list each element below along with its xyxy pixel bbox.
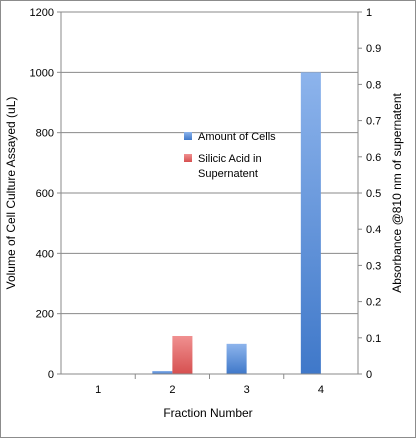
x-tick-label: 4 — [318, 384, 324, 396]
y-tick-label: 600 — [36, 188, 54, 200]
y2-tick-label: 0.8 — [366, 79, 381, 91]
y2-tick-label: 0.9 — [366, 43, 381, 55]
y2-tick-label: 0.1 — [366, 333, 381, 345]
y2-tick-label: 0.6 — [366, 152, 381, 164]
y-tick-label: 1000 — [30, 67, 54, 79]
x-tick-label: 3 — [244, 384, 250, 396]
y2-tick-label: 0.3 — [366, 260, 381, 272]
legend-label: Supernatent — [198, 168, 258, 180]
x-tick-label: 2 — [169, 384, 175, 396]
legend: Amount of Cells Silicic Acid in Supernaten… — [184, 131, 276, 180]
y-tick-label: 800 — [36, 128, 54, 140]
y-tick-label: 0 — [48, 369, 54, 381]
y2-axis-label: Absorbance @810 nm of supernatent — [390, 93, 404, 293]
bar-amount-of-cells — [226, 343, 247, 374]
y-axis-label: Volume of Cell Culture Assayed (uL) — [4, 97, 18, 290]
bar-silicic-acid — [172, 335, 193, 374]
y-tick-label: 400 — [36, 248, 54, 260]
y2-tick-label: 0.5 — [366, 188, 381, 200]
y2-tick-label: 0.4 — [366, 224, 381, 236]
y2-tick-label: 1 — [366, 7, 372, 19]
y2-tick-label: 0 — [366, 369, 372, 381]
y-tick-label: 200 — [36, 309, 54, 321]
legend-label: Silicic Acid in — [198, 153, 262, 165]
bar-amount-of-cells — [300, 72, 321, 374]
x-axis-label: Fraction Number — [163, 406, 252, 420]
legend-swatch — [184, 154, 192, 162]
y2-tick-label: 0.2 — [366, 297, 381, 309]
x-tick-label: 1 — [95, 384, 101, 396]
y2-tick-label: 0.7 — [366, 116, 381, 128]
legend-swatch — [184, 132, 192, 140]
legend-label: Amount of Cells — [198, 131, 276, 143]
bar-amount-of-cells — [152, 370, 173, 374]
y-tick-label: 1200 — [30, 7, 54, 19]
